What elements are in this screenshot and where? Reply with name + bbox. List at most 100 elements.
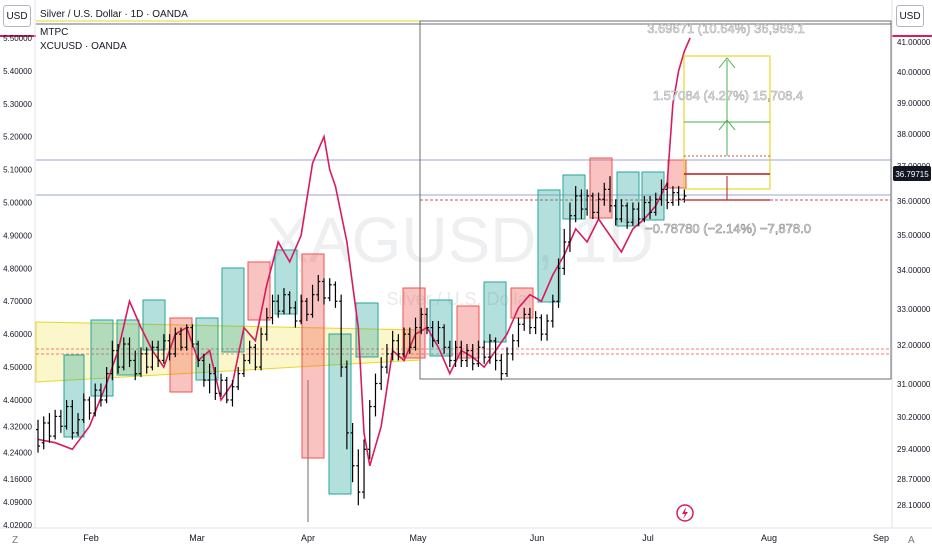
price-candle xyxy=(493,337,498,371)
price-candle xyxy=(487,334,492,364)
right-tick-label[interactable]: 30.20000 xyxy=(897,413,931,422)
left-tick-label[interactable]: 4.32000 xyxy=(3,422,32,431)
left-tick-label[interactable]: 5.30000 xyxy=(3,100,32,109)
price-candle xyxy=(253,344,258,371)
price-candle xyxy=(179,327,183,351)
right-tick-label[interactable]: 28.70000 xyxy=(897,475,931,484)
right-tick-label[interactable]: 34.00000 xyxy=(897,266,931,275)
left-tick-label[interactable]: 4.50000 xyxy=(3,363,32,372)
price-candle xyxy=(676,186,681,206)
price-candle xyxy=(138,347,143,377)
time-tick-label[interactable]: Sep xyxy=(873,533,889,543)
price-candle xyxy=(173,327,178,358)
price-candle xyxy=(127,337,132,368)
left-tick-label[interactable]: 4.24000 xyxy=(3,449,32,458)
price-candle xyxy=(150,340,155,371)
price-candle xyxy=(104,367,109,404)
price-candle xyxy=(53,409,58,440)
left-tick-label[interactable]: 4.90000 xyxy=(3,231,32,240)
price-candle xyxy=(567,202,572,252)
candles-layer xyxy=(36,176,687,506)
price-candle xyxy=(476,340,481,368)
price-candle xyxy=(322,278,326,305)
right-tick-label[interactable]: 29.40000 xyxy=(897,445,931,454)
price-candle xyxy=(556,258,561,308)
price-candle xyxy=(562,228,567,275)
auto-scale-a-icon[interactable]: A xyxy=(908,535,915,546)
price-candle xyxy=(110,340,115,381)
left-tick-label[interactable]: 4.02000 xyxy=(3,521,32,530)
up-box xyxy=(355,302,379,358)
time-tick-label[interactable]: Apr xyxy=(301,533,315,543)
up-box xyxy=(328,333,352,495)
price-candle xyxy=(619,199,624,223)
price-candle xyxy=(236,367,241,391)
price-candle xyxy=(58,409,63,433)
price-candle xyxy=(64,399,69,430)
price-candle xyxy=(70,399,75,440)
up-box xyxy=(483,281,507,343)
legend-series-mtpc: MTPC xyxy=(40,27,69,38)
right-tick-label[interactable]: 32.00000 xyxy=(897,341,931,350)
right-tick-label[interactable]: 31.00000 xyxy=(897,380,931,389)
time-axis-ticks[interactable]: Feb Mar Apr May Jun Jul Aug Sep xyxy=(83,533,889,543)
left-tick-label[interactable]: 5.50000 xyxy=(3,34,32,43)
time-tick-label[interactable]: Jun xyxy=(530,533,545,543)
left-tick-label[interactable]: 4.09000 xyxy=(3,498,32,507)
left-tick-label[interactable]: 5.10000 xyxy=(3,166,32,175)
right-tick-label[interactable]: 33.00000 xyxy=(897,305,931,314)
price-candle xyxy=(287,291,292,315)
left-axis-ticks[interactable]: 5.50000 5.40000 5.30000 5.20000 5.10000 5.000… xyxy=(3,34,32,530)
up-box xyxy=(90,319,114,397)
drawings-layer[interactable] xyxy=(0,35,932,201)
up-box xyxy=(537,189,561,303)
price-candle xyxy=(196,340,201,368)
left-tick-label[interactable]: 4.60000 xyxy=(3,330,32,339)
time-tick-label[interactable]: Mar xyxy=(189,533,205,543)
left-tick-label[interactable]: 4.40000 xyxy=(3,396,32,405)
left-tick-label[interactable]: 5.00000 xyxy=(3,199,32,208)
price-candle xyxy=(367,399,372,460)
up-box xyxy=(221,267,245,353)
price-candle xyxy=(76,413,81,437)
right-tick-label[interactable]: 40.00000 xyxy=(897,68,931,77)
price-candle xyxy=(281,288,286,315)
price-candle xyxy=(144,347,149,374)
price-candle xyxy=(430,320,435,348)
price-candle xyxy=(81,393,86,423)
price-candle xyxy=(241,353,246,377)
right-tick-label[interactable]: 39.00000 xyxy=(897,99,931,108)
right-axis-ticks[interactable]: 41.0000040.0000039.0000038.0000037.00000… xyxy=(897,38,931,510)
left-tick-label[interactable]: 5.40000 xyxy=(3,67,32,76)
price-candle xyxy=(264,307,269,341)
down-box xyxy=(301,253,325,459)
right-tick-label[interactable]: 38.00000 xyxy=(897,130,931,139)
price-candle xyxy=(539,314,544,341)
right-tick-label[interactable]: 36.00000 xyxy=(897,197,931,206)
timezone-z-icon[interactable]: Z xyxy=(12,535,18,546)
left-tick-label[interactable]: 4.80000 xyxy=(3,264,32,273)
currency-left-button[interactable]: USD xyxy=(3,5,31,27)
right-tick-label[interactable]: 35.00000 xyxy=(897,231,931,240)
left-tick-label[interactable]: 5.20000 xyxy=(3,133,32,142)
time-tick-label[interactable]: Aug xyxy=(761,533,777,543)
watermark-subtitle: Silver / U.S. Dollar xyxy=(386,289,533,309)
price-candle xyxy=(356,449,361,506)
down-box xyxy=(667,159,687,189)
price-candle xyxy=(550,294,555,328)
price-candle xyxy=(201,353,206,387)
right-tick-label[interactable]: 41.00000 xyxy=(897,38,931,47)
left-tick-label[interactable]: 4.16000 xyxy=(3,475,32,484)
time-tick-label[interactable]: May xyxy=(409,533,427,543)
price-candle xyxy=(636,202,641,226)
time-tick-label[interactable]: Jul xyxy=(642,533,654,543)
time-tick-label[interactable]: Feb xyxy=(83,533,99,543)
right-tick-label[interactable]: 28.10000 xyxy=(897,501,931,510)
price-candle xyxy=(327,278,332,302)
currency-right-button[interactable]: USD xyxy=(896,5,924,27)
price-candle xyxy=(424,307,429,335)
price-candle xyxy=(379,357,384,391)
left-tick-label[interactable]: 4.70000 xyxy=(3,297,32,306)
price-candle xyxy=(167,334,172,361)
